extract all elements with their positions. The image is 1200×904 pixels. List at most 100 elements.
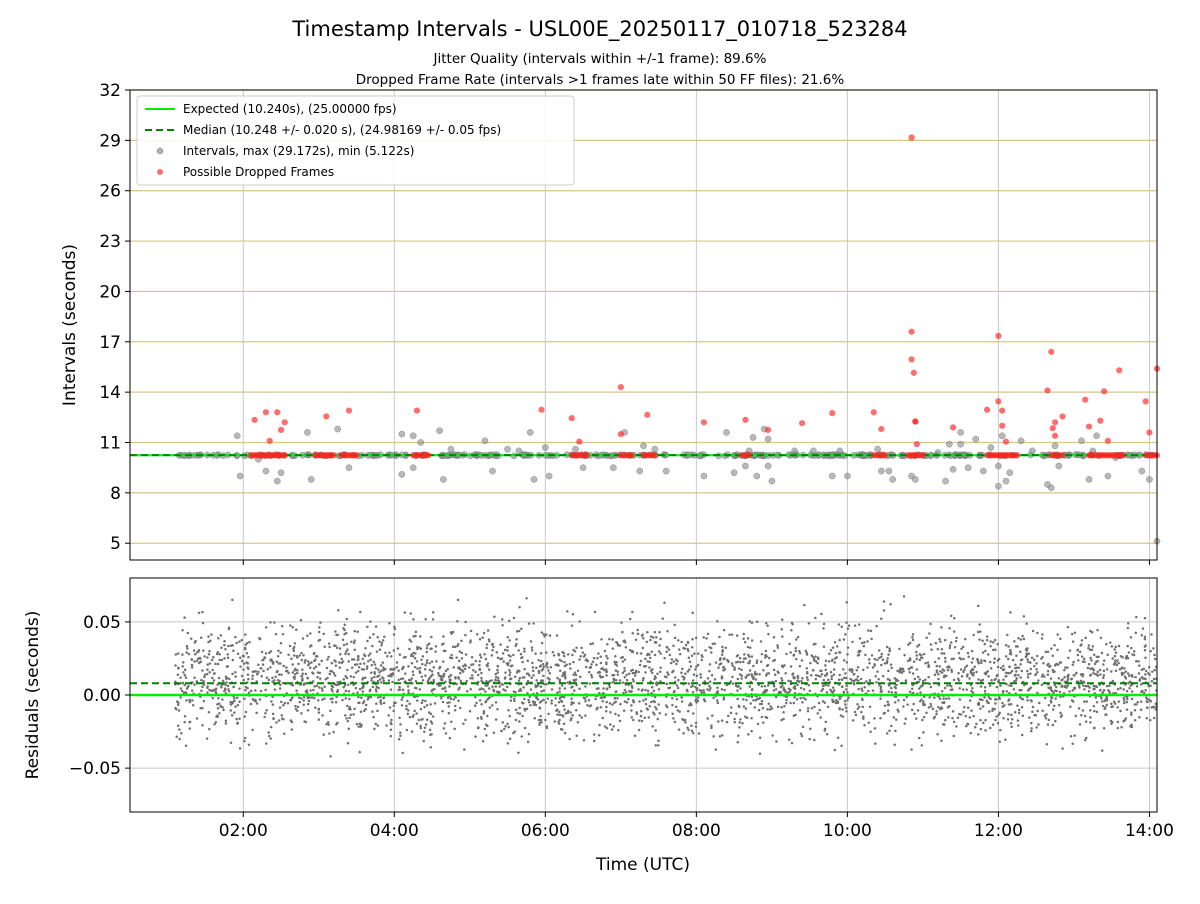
- residual-point: [644, 671, 647, 674]
- residual-point: [304, 672, 308, 676]
- residual-point: [1069, 705, 1072, 709]
- residual-point: [866, 666, 869, 669]
- residual-point: [752, 676, 755, 679]
- residual-point: [776, 646, 780, 649]
- residual-point: [811, 655, 815, 659]
- residual-point: [500, 657, 504, 660]
- residual-point: [474, 735, 477, 738]
- residual-point: [687, 656, 691, 659]
- residual-point: [548, 672, 552, 675]
- residual-point: [356, 669, 360, 673]
- residual-point: [853, 672, 856, 676]
- residual-point: [536, 684, 540, 687]
- residual-point: [367, 660, 370, 663]
- residual-point: [857, 679, 860, 683]
- residual-point: [258, 698, 262, 701]
- residual-point: [690, 645, 694, 649]
- residual-point: [1084, 720, 1088, 723]
- residual-point: [491, 685, 494, 688]
- residual-point: [311, 680, 315, 683]
- residual-point: [761, 706, 765, 710]
- residual-point: [860, 710, 863, 714]
- dropped-frame-point: [1002, 438, 1010, 445]
- residual-point: [979, 685, 983, 688]
- residual-point: [327, 655, 330, 659]
- interval-point: [530, 476, 538, 483]
- residual-point: [437, 684, 441, 687]
- residual-point: [1153, 653, 1156, 657]
- residual-point: [509, 664, 513, 668]
- residual-point: [620, 621, 623, 624]
- residual-point: [432, 611, 435, 614]
- residual-point: [795, 657, 798, 661]
- residual-point: [1148, 673, 1151, 676]
- residual-point: [545, 682, 549, 686]
- residual-point: [1022, 615, 1026, 618]
- residual-point: [888, 647, 891, 650]
- residual-point: [267, 734, 271, 738]
- residual-point: [608, 685, 611, 689]
- residual-point: [373, 675, 376, 679]
- residual-point: [773, 649, 776, 653]
- residual-point: [989, 667, 993, 670]
- residual-point: [225, 665, 229, 668]
- residual-point: [842, 690, 846, 694]
- residual-point: [491, 704, 494, 707]
- residual-point: [404, 672, 407, 675]
- residual-point: [846, 653, 849, 656]
- residual-point: [735, 712, 738, 715]
- residual-point: [353, 663, 357, 666]
- residual-point: [765, 621, 768, 625]
- residual-point: [238, 687, 241, 690]
- residual-point: [568, 662, 572, 666]
- residual-point: [622, 691, 625, 695]
- residual-point: [1085, 684, 1088, 688]
- residual-point: [668, 686, 672, 689]
- residual-point: [207, 635, 210, 638]
- residual-point: [604, 668, 608, 671]
- residual-point: [767, 632, 770, 636]
- residual-point: [373, 670, 376, 674]
- residual-point: [767, 672, 771, 675]
- residual-point: [454, 677, 457, 680]
- residual-point: [991, 723, 995, 726]
- residual-point: [1146, 706, 1149, 710]
- interval-point: [545, 472, 553, 480]
- residual-point: [274, 632, 278, 636]
- residual-point: [193, 676, 196, 680]
- residual-point: [1019, 662, 1022, 666]
- residual-point: [753, 706, 757, 709]
- residual-point: [792, 653, 796, 657]
- residual-point: [878, 649, 881, 652]
- residual-point: [435, 682, 439, 686]
- residual-point: [908, 641, 912, 645]
- residual-point: [711, 714, 714, 717]
- residual-point: [675, 662, 678, 666]
- interval-point: [334, 425, 341, 433]
- residual-point: [526, 740, 530, 744]
- residual-point: [501, 721, 504, 724]
- residual-point: [1130, 673, 1134, 677]
- residual-point: [1053, 644, 1056, 647]
- dropped-frame-point: [274, 409, 281, 416]
- residual-point: [292, 649, 296, 653]
- residual-point: [393, 627, 397, 631]
- residual-point: [1008, 652, 1012, 656]
- residual-point: [1114, 659, 1117, 662]
- residual-point: [348, 697, 351, 701]
- residual-point: [764, 653, 767, 657]
- residual-point: [758, 696, 762, 700]
- residual-point: [382, 701, 386, 705]
- residual-point: [1116, 726, 1119, 730]
- residual-point: [344, 674, 347, 678]
- interval-point: [651, 445, 659, 453]
- residual-point: [569, 667, 572, 670]
- residual-point: [1135, 685, 1139, 688]
- residual-point: [255, 711, 258, 715]
- dropped-frame-point: [425, 452, 432, 459]
- residual-point: [300, 712, 303, 715]
- residual-point: [1112, 663, 1116, 666]
- residual-point: [558, 690, 561, 693]
- residual-point: [521, 714, 524, 718]
- residual-point: [1015, 666, 1019, 670]
